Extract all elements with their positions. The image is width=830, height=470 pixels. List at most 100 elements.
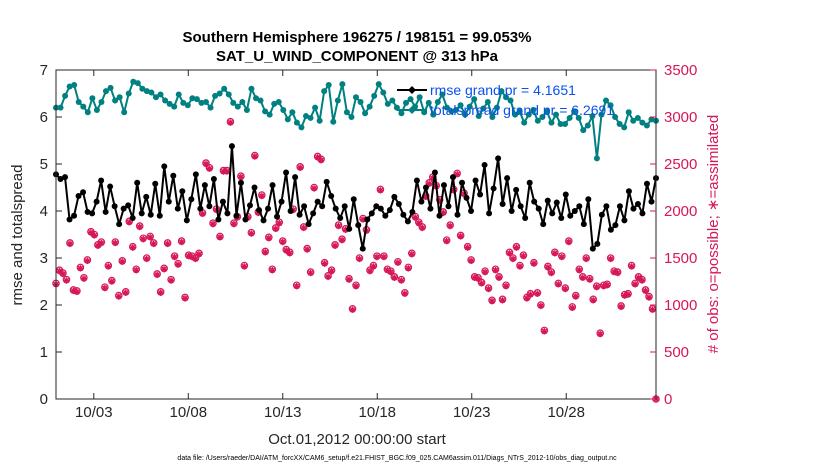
totalspread-point xyxy=(271,100,278,107)
plot-area xyxy=(56,70,656,399)
rmse-point xyxy=(98,177,105,184)
obs-assimilated-point xyxy=(572,293,579,300)
rmse-point xyxy=(454,211,461,218)
obs-assimilated-point xyxy=(307,269,314,277)
obs-assimilated-point xyxy=(617,303,625,311)
obs-assimilated-point xyxy=(502,283,510,290)
rmse-point xyxy=(292,174,299,181)
totalspread-point xyxy=(584,122,591,129)
y-left-tick-label: 0 xyxy=(40,391,48,408)
rmse-point xyxy=(558,215,565,222)
obs-assimilated-point xyxy=(370,263,377,270)
rmse-series xyxy=(53,143,659,252)
obs-assimilated-point xyxy=(112,239,119,247)
totalspread-point xyxy=(316,117,323,124)
rmse-point xyxy=(517,203,524,210)
obs-assimilated-point xyxy=(412,214,419,221)
rmse-point xyxy=(540,221,547,228)
totalspread-point xyxy=(234,103,241,110)
obs-assimilated-point xyxy=(91,232,98,239)
rmse-point xyxy=(634,200,641,207)
totalspread-point xyxy=(507,97,514,104)
rmse-point xyxy=(607,226,614,233)
totalspread-point xyxy=(125,90,132,97)
obs-assimilated-point xyxy=(534,290,541,297)
obs-assimilated-point xyxy=(328,267,335,275)
rmse-point xyxy=(562,191,569,198)
rmse-point xyxy=(508,208,515,214)
rmse-point xyxy=(192,171,199,178)
rmse-point xyxy=(386,207,393,214)
rmse-point xyxy=(129,215,136,222)
totalspread-point xyxy=(403,99,409,106)
rmse-point xyxy=(201,182,208,189)
y-right-tick-label: 2500 xyxy=(664,156,697,173)
y-right-tick-label: 3000 xyxy=(664,109,697,126)
obs-assimilated-point xyxy=(457,233,464,240)
obs-assimilated-point xyxy=(195,251,203,258)
totalspread-point xyxy=(284,116,291,123)
totalspread-point xyxy=(212,92,219,99)
obs-assimilated-point xyxy=(199,210,206,218)
obs-assimilated-point xyxy=(105,263,112,270)
rmse-point xyxy=(468,208,475,214)
obs-assimilated-point xyxy=(108,278,116,285)
rmse-point xyxy=(585,196,592,203)
obs-assimilated-point xyxy=(537,302,545,310)
obs-assimilated-point xyxy=(258,192,266,200)
rmse-point xyxy=(147,211,154,218)
totalspread-point xyxy=(112,97,119,104)
totalspread-point xyxy=(293,119,300,126)
obs-assimilated-point xyxy=(230,220,238,228)
obs-assimilated-point xyxy=(153,271,161,279)
y-left-tick-label: 3 xyxy=(40,250,48,267)
rmse-point xyxy=(567,212,574,219)
totalspread-point xyxy=(484,98,491,105)
obs-assimilated-point xyxy=(624,291,632,298)
obs-assimilated-point xyxy=(603,282,611,289)
obs-assimilated-point xyxy=(569,304,576,312)
rmse-point xyxy=(260,217,267,224)
rmse-point xyxy=(576,203,583,210)
obs-assimilated-point xyxy=(398,277,405,284)
totalspread-point xyxy=(362,110,369,117)
totalspread-point xyxy=(530,106,537,113)
rmse-point xyxy=(643,180,650,187)
totalspread-point xyxy=(589,113,596,120)
totalspread-point xyxy=(466,103,473,110)
obs-assimilated-point xyxy=(324,273,332,280)
obs-assimilated-point xyxy=(565,238,572,246)
obs-assimilated-point xyxy=(174,261,182,268)
rmse-point xyxy=(431,169,438,176)
rmse-point xyxy=(337,215,344,222)
totalspread-point xyxy=(416,94,423,101)
totalspread-point xyxy=(312,104,319,111)
rmse-point xyxy=(598,211,605,218)
totalspread-point xyxy=(539,114,546,120)
obs-assimilated-point xyxy=(419,224,426,232)
totalspread-point xyxy=(339,81,346,88)
rmse-point xyxy=(319,203,326,210)
obs-assimilated-point xyxy=(59,270,67,278)
rmse-point xyxy=(364,216,371,223)
obs-assimilated-point xyxy=(593,283,600,291)
totalspread-point xyxy=(80,103,87,110)
totalspread-point xyxy=(162,97,169,104)
totalspread-point xyxy=(548,119,555,126)
obs-assimilated-point xyxy=(628,263,635,270)
totalspread-point xyxy=(425,99,432,106)
rmse-point xyxy=(215,216,222,223)
rmse-point xyxy=(391,193,398,200)
obs-assimilated-point xyxy=(401,290,409,297)
rmse-point xyxy=(283,169,290,176)
totalspread-point xyxy=(493,104,500,111)
totalspread-point xyxy=(566,114,573,121)
rmse-point xyxy=(594,240,601,247)
legend-rmse-label: rmse grand pr = 4.1651 xyxy=(430,82,576,98)
rmse-point xyxy=(246,202,253,209)
rmse-point xyxy=(504,175,511,182)
rmse-point xyxy=(188,196,195,203)
obs-assimilated-point xyxy=(80,275,88,282)
obs-assimilated-point xyxy=(527,291,534,298)
rmse-point xyxy=(125,202,132,209)
